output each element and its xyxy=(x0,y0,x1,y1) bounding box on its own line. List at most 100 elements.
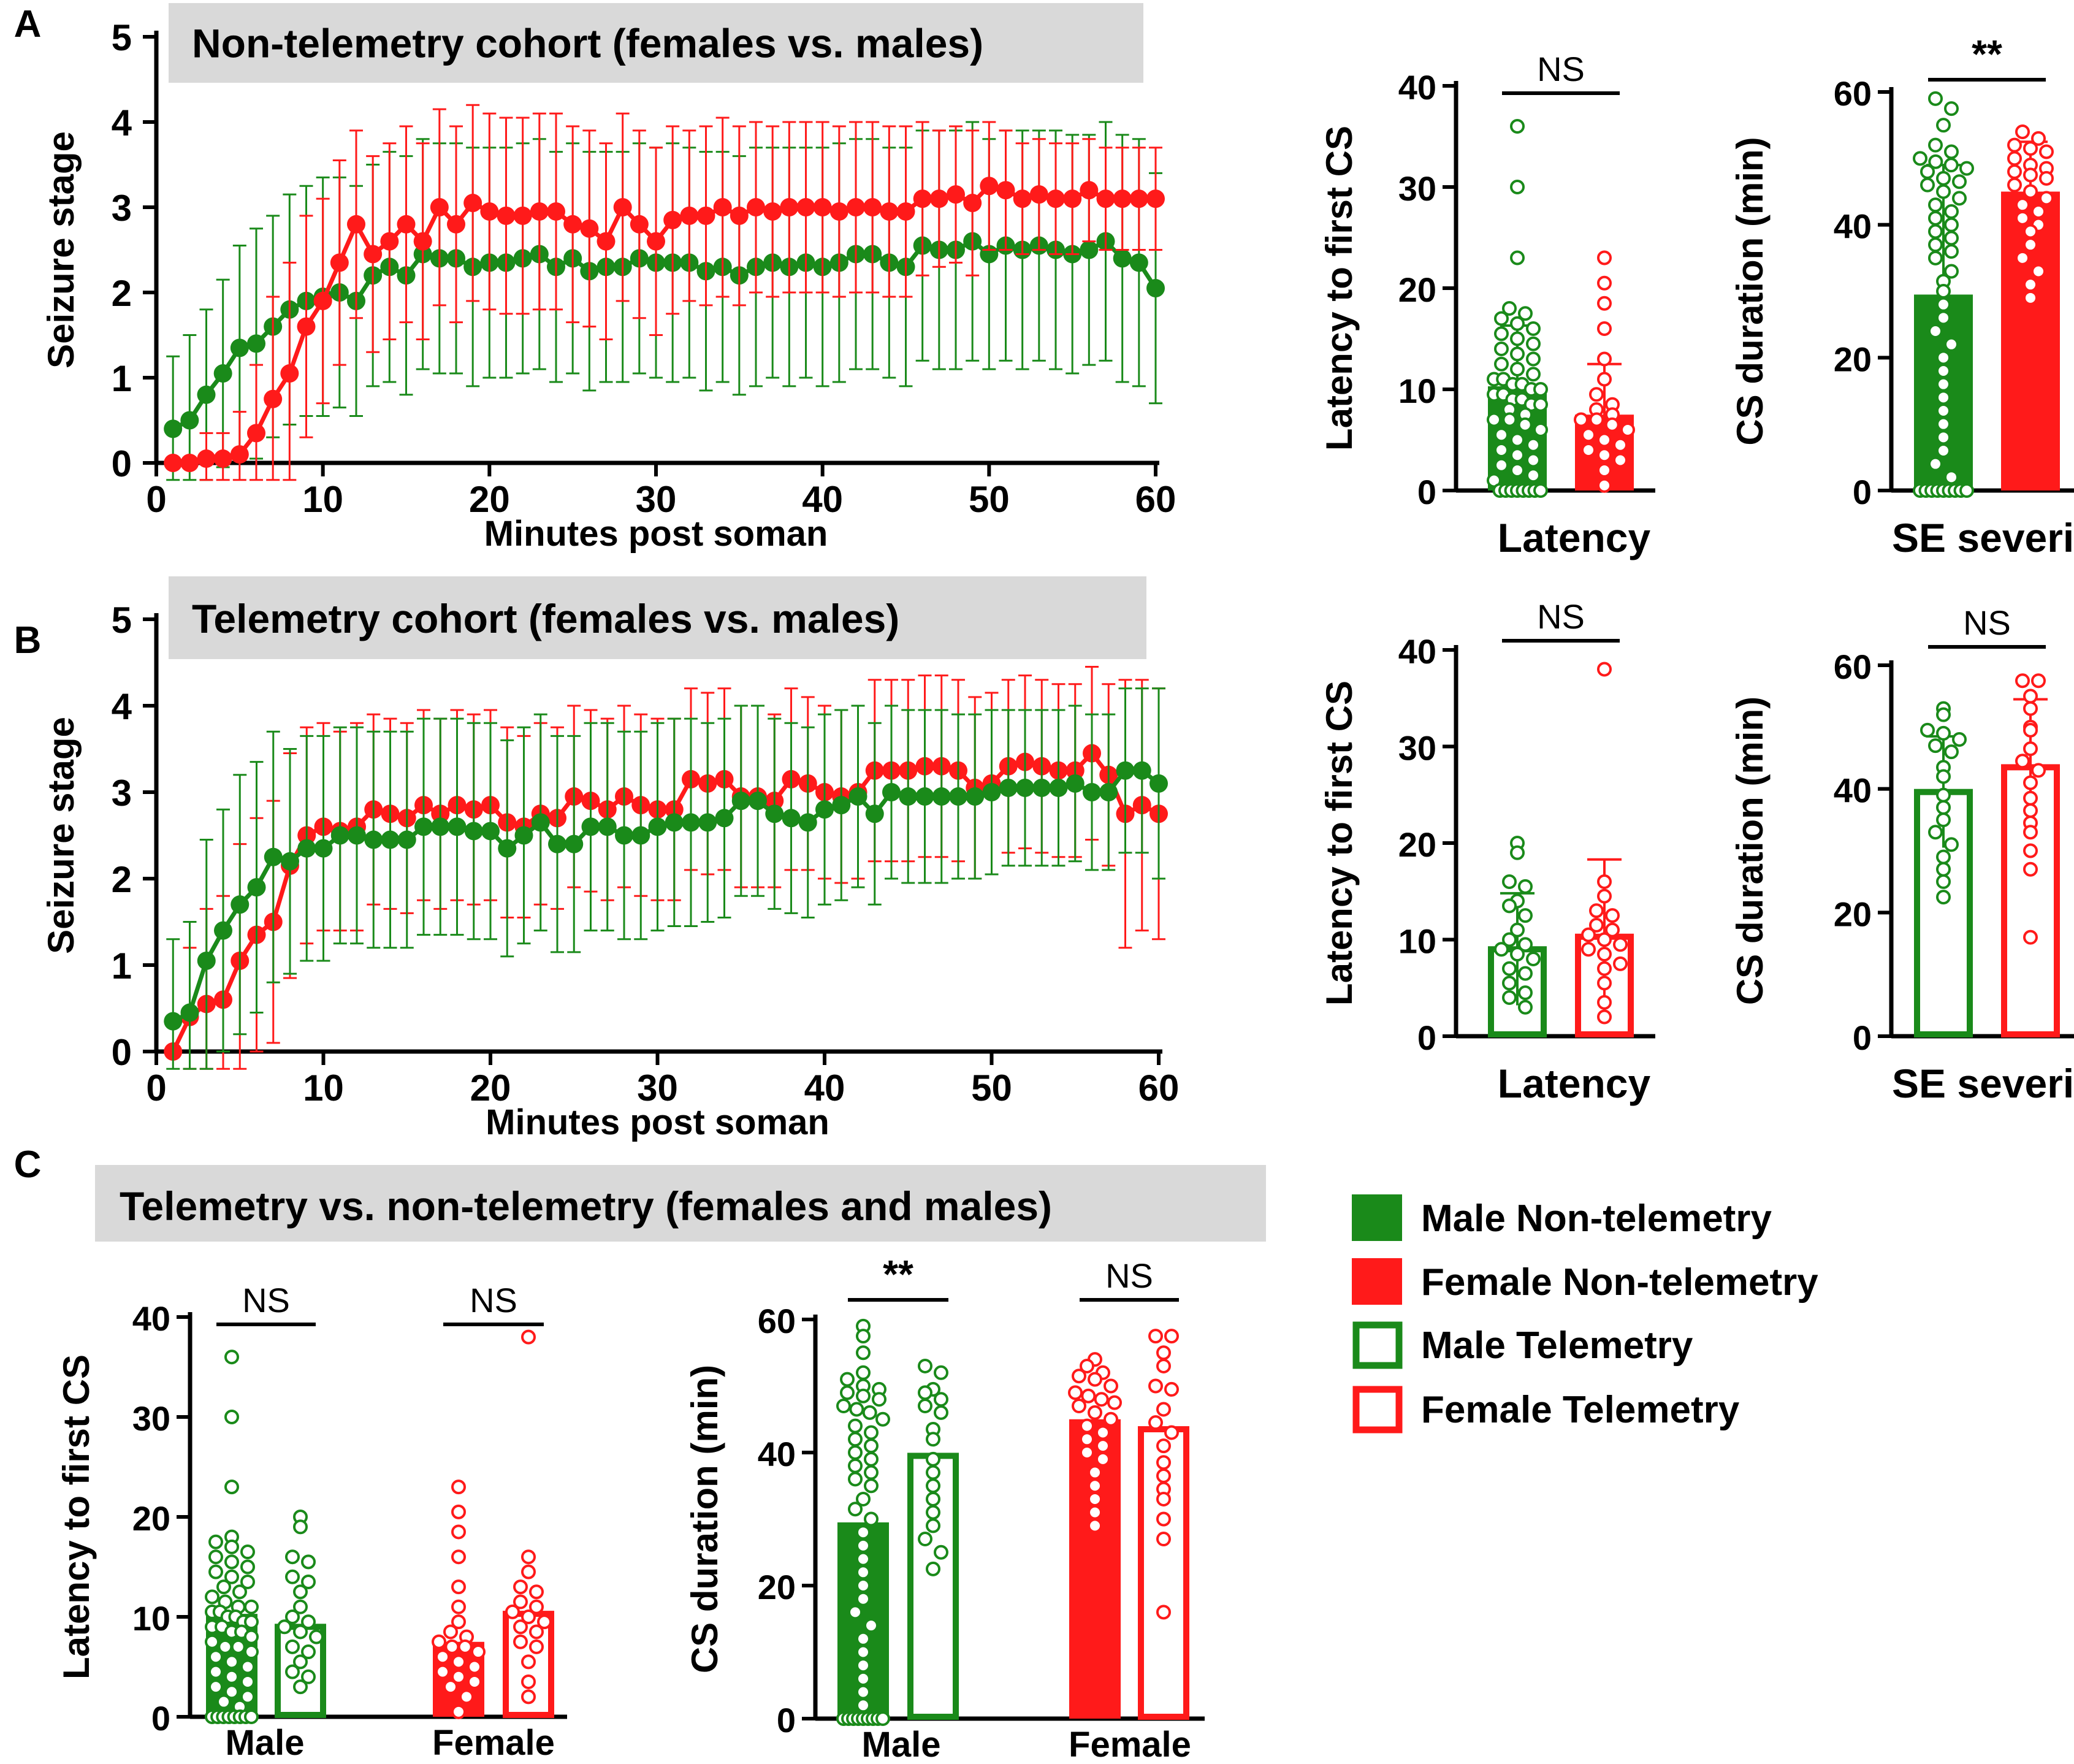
data-point xyxy=(1597,463,1612,478)
data-point xyxy=(864,1478,879,1494)
data-point xyxy=(240,1674,255,1689)
y-axis-label: Latency to first CS xyxy=(1319,126,1360,451)
x-axis-label: Latency xyxy=(1498,515,1651,560)
data-point xyxy=(451,1480,466,1495)
data-point xyxy=(631,826,650,845)
data-point xyxy=(1944,337,1959,352)
data-point xyxy=(1959,161,1974,176)
data-point xyxy=(1597,321,1612,336)
data-point xyxy=(1518,985,1533,1001)
data-point xyxy=(1936,725,1951,741)
title-box xyxy=(95,1165,1266,1242)
data-point xyxy=(1952,191,1967,206)
data-point xyxy=(1952,174,1967,189)
data-point xyxy=(856,1388,871,1403)
data-point xyxy=(224,1410,239,1424)
data-point xyxy=(224,1539,239,1554)
data-point xyxy=(280,364,299,383)
data-point xyxy=(1533,382,1548,397)
legend-item: Male Non-telemetry xyxy=(1352,1194,1772,1241)
data-point xyxy=(918,1385,932,1400)
data-point xyxy=(996,181,1015,200)
data-point xyxy=(926,1451,940,1467)
data-point xyxy=(856,1491,871,1506)
data-point xyxy=(464,822,483,841)
data-point xyxy=(2039,191,2054,206)
data-point xyxy=(926,1518,940,1533)
data-point xyxy=(1597,250,1612,265)
data-point xyxy=(934,1365,948,1380)
data-point xyxy=(1605,908,1620,923)
data-point xyxy=(513,1579,528,1595)
data-point xyxy=(1080,1358,1094,1373)
data-point xyxy=(1517,417,1533,432)
data-point xyxy=(301,1669,316,1684)
data-point xyxy=(856,1671,871,1686)
data-point xyxy=(1149,774,1168,793)
data-point xyxy=(648,817,667,836)
data-point xyxy=(2031,264,2046,279)
data-point xyxy=(451,1504,466,1519)
data-point xyxy=(301,1554,316,1570)
y-tick-label: 0 xyxy=(1853,1018,1872,1057)
bar-series-male-telemetry xyxy=(1488,836,1547,1037)
data-point xyxy=(1068,1385,1083,1400)
data-point xyxy=(397,215,416,234)
data-point xyxy=(856,1365,871,1380)
data-point xyxy=(197,385,216,404)
legend-swatch xyxy=(1352,1321,1403,1369)
data-point xyxy=(1928,224,1943,239)
data-point xyxy=(1613,937,1628,952)
data-point xyxy=(982,783,1001,801)
data-point xyxy=(864,1465,879,1480)
data-point xyxy=(1510,119,1525,134)
data-point xyxy=(481,822,500,841)
y-axis-label: Latency to first CS xyxy=(1319,681,1360,1006)
data-point xyxy=(2023,167,2038,183)
data-point xyxy=(1928,738,1943,754)
data-point xyxy=(963,194,982,213)
data-point xyxy=(1597,478,1612,493)
data-point xyxy=(875,1711,890,1726)
data-point xyxy=(1928,250,1943,265)
data-point xyxy=(1494,326,1509,342)
data-point xyxy=(208,1679,223,1695)
data-point xyxy=(240,1544,255,1560)
data-point xyxy=(205,1589,219,1605)
data-point xyxy=(1533,397,1548,412)
data-point xyxy=(647,232,665,251)
data-point xyxy=(1156,1605,1171,1620)
data-point xyxy=(1928,210,1943,226)
data-point xyxy=(443,1679,458,1695)
data-point xyxy=(980,177,999,196)
data-point xyxy=(1494,443,1509,457)
data-point xyxy=(856,1565,871,1580)
data-point xyxy=(213,364,232,383)
data-point xyxy=(414,817,433,836)
data-point xyxy=(285,1609,300,1624)
data-point xyxy=(856,1631,871,1646)
data-point xyxy=(1597,932,1612,947)
data-point xyxy=(1510,346,1525,362)
data-point xyxy=(864,1425,879,1440)
data-point xyxy=(471,1644,486,1660)
data-point xyxy=(915,787,934,806)
data-point xyxy=(293,1519,308,1535)
data-point xyxy=(1164,1329,1179,1344)
data-point xyxy=(1494,356,1509,372)
data-point xyxy=(1936,769,1951,784)
data-point xyxy=(448,817,467,836)
data-point xyxy=(2015,673,2030,689)
data-point xyxy=(2031,763,2046,778)
data-point xyxy=(848,1472,863,1487)
legend-label: Male Non-telemetry xyxy=(1421,1197,1772,1240)
data-point xyxy=(1944,837,1959,852)
y-tick-label: 40 xyxy=(132,1299,170,1338)
data-point xyxy=(1936,376,1951,392)
data-point xyxy=(1936,118,1951,133)
series-line xyxy=(172,239,1157,431)
data-point xyxy=(1533,422,1548,437)
data-point xyxy=(1510,448,1525,463)
data-point xyxy=(947,185,965,204)
data-point xyxy=(521,1674,536,1689)
